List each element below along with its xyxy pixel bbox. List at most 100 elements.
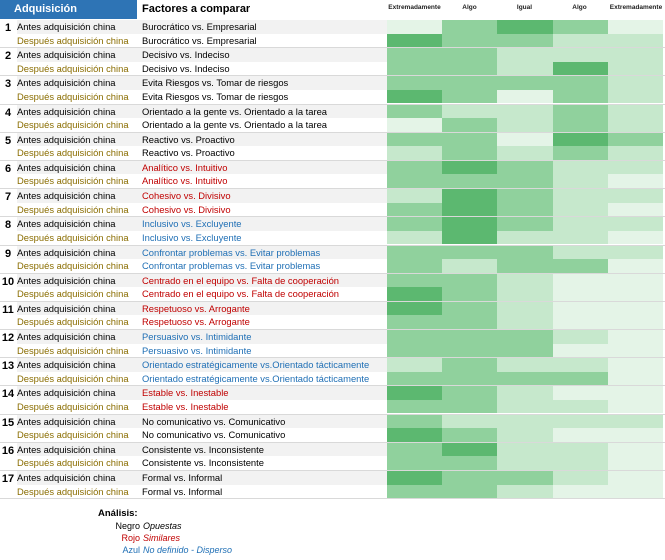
row-number: 14 <box>1 388 15 401</box>
acquisition-label-before: Antes adquisición china <box>17 218 116 230</box>
heatmap-cell <box>387 146 443 160</box>
heatmap-cell <box>387 61 443 76</box>
acquisition-label-after: Después adquisición china <box>17 147 129 159</box>
heatmap-cell <box>387 399 443 414</box>
heatmap-cell <box>552 76 608 90</box>
heatmap-cell <box>552 343 608 358</box>
table-row: 17 Antes adquisición china Formal vs. Info… <box>0 471 665 500</box>
table-row: 12 Antes adquisición china Persuasivo vs. … <box>0 330 665 359</box>
acquisition-label-before: Antes adquisición china <box>17 190 116 202</box>
acquisition-label-before: Antes adquisición china <box>17 133 116 145</box>
heatmap-cell <box>552 118 608 132</box>
row-number: 15 <box>1 416 15 429</box>
heatmap-cell <box>442 132 498 147</box>
heatmap-cell <box>497 358 553 372</box>
acquisition-label-before: Antes adquisición china <box>17 246 116 258</box>
row-number: 8 <box>4 219 12 232</box>
factor-label: Orientado estratégicamente vs.Orientado … <box>142 372 370 384</box>
header-col-extremadamente-left: Extremadamente <box>388 4 441 11</box>
heatmap-cell <box>607 343 663 358</box>
heatmap-cell <box>442 358 498 372</box>
row-background <box>17 358 387 372</box>
heatmap-row-after <box>387 343 663 358</box>
factor-label: Estable vs. Inestable <box>142 400 229 412</box>
heatmap-cell <box>387 442 443 457</box>
acquisition-label-after: Después adquisición china <box>17 485 129 497</box>
table-row: 8 Antes adquisición china Inclusivo vs. Ex… <box>0 217 665 246</box>
table-row: 14 Antes adquisición china Estable vs. Ine… <box>0 386 665 415</box>
acquisition-label-after: Después adquisición china <box>17 62 129 74</box>
factor-label: Centrado en el equipo vs. Falta de coope… <box>142 288 340 300</box>
heatmap-cell <box>442 371 498 386</box>
heatmap-cell <box>387 48 443 62</box>
heatmap-cell <box>387 230 443 245</box>
heatmap-cell <box>497 189 553 203</box>
heatmap-row-before <box>387 301 663 316</box>
heatmap-cell <box>552 315 608 329</box>
heatmap-row-before <box>387 245 663 259</box>
heatmap-cell <box>607 202 663 217</box>
heatmap-cell <box>497 146 553 160</box>
heatmap-cell <box>497 273 553 288</box>
acquisition-label-after: Después adquisición china <box>17 119 129 131</box>
acquisition-label-after: Después adquisición china <box>17 90 129 102</box>
row-background <box>17 456 387 470</box>
heatmap-cell <box>552 386 608 400</box>
heatmap-cell <box>442 399 498 414</box>
heatmap-cell <box>552 330 608 344</box>
acquisition-label-after: Después adquisición china <box>17 260 129 271</box>
heatmap-cell <box>607 358 663 372</box>
heatmap-row-before <box>387 442 663 457</box>
table-row: 7 Antes adquisición china Cohesivo vs. Div… <box>0 189 665 218</box>
heatmap-cell <box>442 343 498 358</box>
heatmap-row-after <box>387 399 663 414</box>
row-background <box>17 371 387 386</box>
heatmap-row-after <box>387 428 663 442</box>
table-row: 11 Antes adquisición china Respetuoso vs. … <box>0 301 665 331</box>
table-row: 1 Antes adquisición china Burocrático vs. … <box>0 20 665 49</box>
heatmap-cell <box>497 132 553 147</box>
heatmap-cell <box>552 230 608 245</box>
heatmap-cell <box>497 315 553 329</box>
heatmap-cell <box>387 315 443 329</box>
factor-label: Orientado a la gente vs. Orientado a la … <box>142 119 328 131</box>
heatmap-cell <box>607 189 663 203</box>
heatmap-cell <box>497 301 553 316</box>
heatmap-cell <box>442 202 498 217</box>
heatmap-cell <box>387 414 443 429</box>
row-background <box>17 315 387 329</box>
heatmap-cell <box>497 20 553 34</box>
heatmap-cell <box>552 399 608 414</box>
heatmap-row-before <box>387 189 663 203</box>
heatmap-row-after <box>387 61 663 76</box>
factor-label: Respetuoso vs. Arrogante <box>142 316 250 328</box>
heatmap-row-after <box>387 484 663 498</box>
heatmap-cell <box>442 230 498 245</box>
heatmap-row-before <box>387 160 663 175</box>
heatmap-cell <box>607 217 663 231</box>
heatmap-cell <box>497 259 553 273</box>
factor-label: Estable vs. Inestable <box>142 387 229 399</box>
heatmap-cell <box>442 330 498 344</box>
row-background <box>17 48 387 62</box>
heatmap-cell <box>607 428 663 442</box>
acquisition-label-after: Después adquisición china <box>17 34 129 46</box>
acquisition-label-after: Después adquisición china <box>17 203 129 215</box>
factor-label: Formal vs. Informal <box>142 485 223 497</box>
row-number: 1 <box>4 22 12 34</box>
table-row: 2 Antes adquisición china Decisivo vs. Ind… <box>0 48 665 77</box>
factor-label: Analítico vs. Intuitivo <box>142 175 228 187</box>
heatmap-cell <box>442 273 498 288</box>
heatmap-cell <box>442 146 498 160</box>
factor-label: Respetuoso vs. Arrogante <box>142 302 250 314</box>
header-col-igual: Igual <box>516 4 533 11</box>
heatmap-cell <box>387 202 443 217</box>
heatmap-cell <box>442 61 498 76</box>
heatmap-row-before <box>387 386 663 400</box>
heatmap-cell <box>552 132 608 147</box>
table-header: Adquisición Factores a comparar Extremad… <box>0 0 665 19</box>
row-background <box>17 471 387 485</box>
row-background <box>17 399 387 414</box>
heatmap-cell <box>552 471 608 485</box>
heatmap-cell <box>552 189 608 203</box>
